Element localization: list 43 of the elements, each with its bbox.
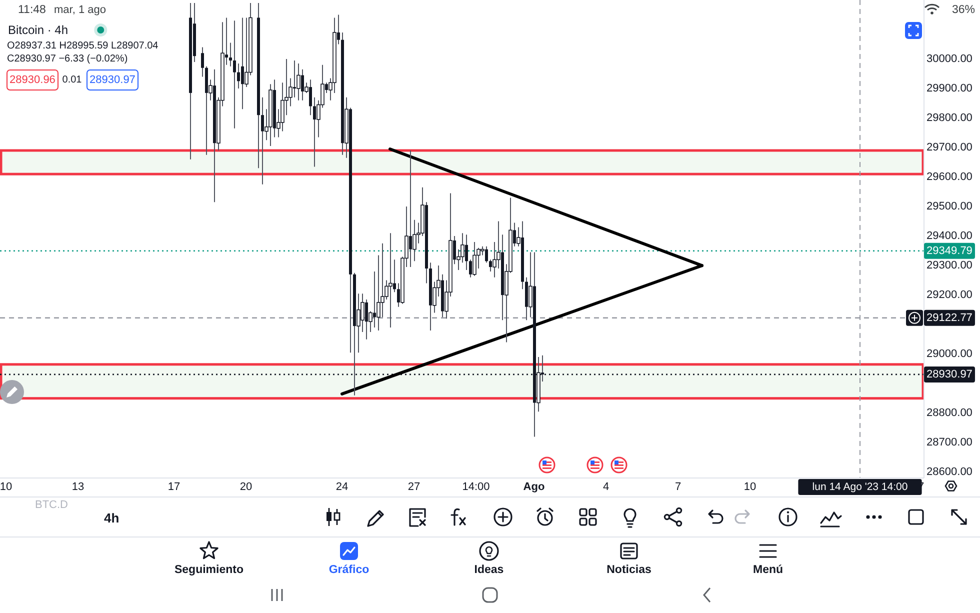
y-tick-label: 28800.00 — [926, 407, 972, 420]
text: Bitcoin · 4h — [8, 23, 68, 37]
y-tick-label: 29000.00 — [926, 348, 972, 360]
y-tick-label: 29200.00 — [926, 289, 972, 302]
y-tick-label: 29500.00 — [926, 200, 972, 213]
x-tick-label: 10 — [744, 481, 756, 493]
annotation: mar, 1 ago — [54, 4, 106, 16]
y-tick-label: 29400.00 — [926, 230, 972, 242]
x-tick-label: 7 — [674, 481, 682, 493]
x-tick-label: 20 — [240, 481, 252, 493]
text: O28937.31 H28995.59 L28907.04 C28930.97 −6.33 (−0.02%) — [7, 40, 159, 64]
annotation: 0.01 — [62, 74, 82, 86]
text: Noticias — [606, 564, 652, 576]
x-tick-label: 4 — [602, 481, 610, 493]
y-tick-label: 28700.00 — [926, 436, 972, 449]
text: Ideas — [474, 564, 504, 576]
x-tick-label: 14:00 — [462, 481, 490, 493]
y-tick-label: 29700.00 — [926, 142, 972, 154]
y-tick-label: 30000.00 — [926, 53, 972, 66]
y-tick-label: 28600.00 — [926, 466, 972, 478]
x-tick-label: 27 — [408, 481, 420, 493]
x-tick-label: 13 — [72, 481, 84, 493]
text: 36% — [952, 4, 975, 16]
x-tick-label: 10 — [0, 481, 12, 493]
text: Gráfico — [328, 564, 370, 576]
text: 4h — [104, 510, 120, 526]
ref-line-label: 29122.77 — [926, 312, 972, 324]
y-tick-label: 29600.00 — [926, 171, 972, 184]
annotation: 28930.96 — [10, 74, 56, 86]
text: BTC.D — [35, 499, 68, 511]
ref-line-label: 28930.97 — [926, 368, 972, 380]
text: Seguimiento — [174, 564, 244, 576]
ref-line-label: 29349.79 — [926, 244, 972, 257]
x-tick-label: 24 — [336, 481, 348, 493]
text: Menú — [752, 564, 784, 576]
x-tick-label: Ago — [523, 481, 545, 493]
ref-line-label: lun 14 Ago '23 14:00 — [812, 481, 908, 493]
annotation: 11:48 — [18, 4, 46, 16]
y-tick-label: 29900.00 — [926, 82, 972, 95]
annotation: 28930.97 — [90, 74, 136, 86]
x-tick-label: 17 — [168, 481, 180, 493]
y-tick-label: 29300.00 — [926, 260, 972, 272]
y-tick-label: 29800.00 — [926, 112, 972, 124]
